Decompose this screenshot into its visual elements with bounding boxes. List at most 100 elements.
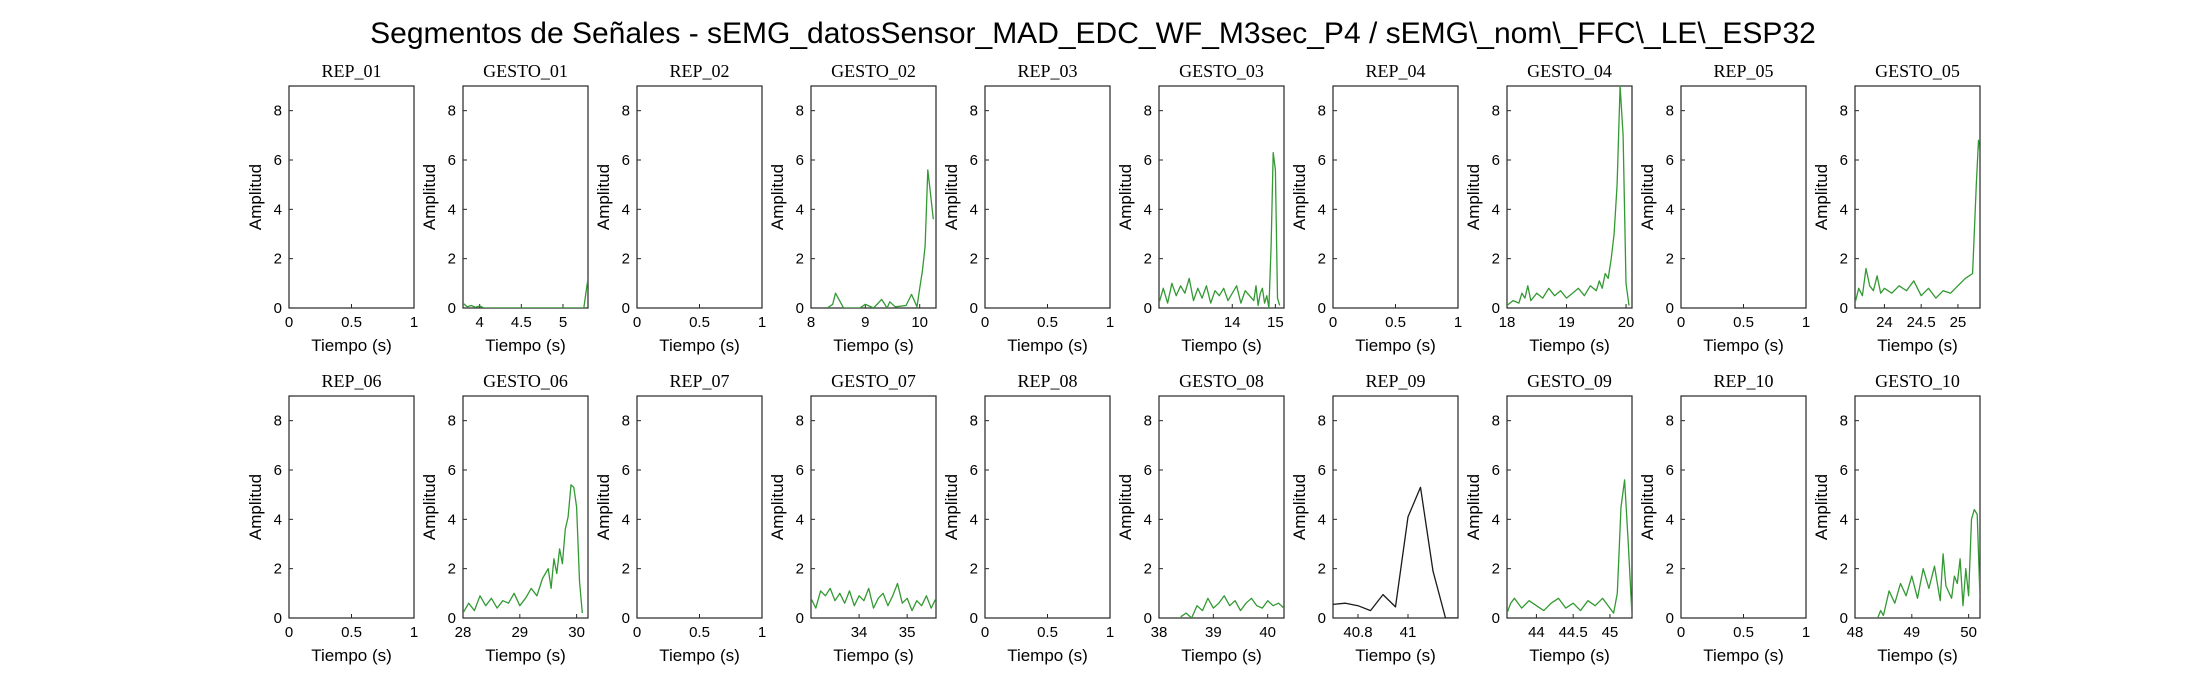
axes-box <box>1854 85 1981 309</box>
y-tick-label: 0 <box>1666 300 1674 317</box>
y-tick-label: 6 <box>1318 462 1326 479</box>
x-tick-label: 0.5 <box>1385 314 1406 331</box>
x-tick-label: 41 <box>1400 624 1417 641</box>
y-tick-label: 6 <box>1318 152 1326 169</box>
y-tick-label: 0 <box>796 610 804 627</box>
y-tick-label: 4 <box>796 201 804 218</box>
y-tick-label: 4 <box>1492 511 1500 528</box>
y-tick-label: 6 <box>1840 462 1848 479</box>
y-tick-label: 2 <box>970 251 978 268</box>
y-axis-label: Amplitud <box>420 164 439 230</box>
x-axis-label: Tiempo (s) <box>485 336 566 355</box>
y-tick-label: 0 <box>1318 610 1326 627</box>
subplot-title: GESTO_08 <box>1179 371 1264 391</box>
y-tick-label: 4 <box>448 201 456 218</box>
signal-line <box>463 484 583 614</box>
y-tick-label: 0 <box>448 610 456 627</box>
y-tick-label: 6 <box>1144 462 1152 479</box>
subplot-title: REP_03 <box>1017 61 1077 81</box>
subplot-gesto-09: GESTO_09 0 2 4 6 8 44 44.5 45 Tiempo (s) Amplitud <box>1464 371 1633 665</box>
subplot-title: GESTO_06 <box>483 371 568 391</box>
subplot-gesto-04: GESTO_04 0 2 4 6 8 18 19 20 Tiempo (s) Amplitud <box>1464 61 1634 355</box>
y-axis-label: Amplitud <box>942 164 961 230</box>
signal-line <box>1855 139 1980 304</box>
x-tick-label: 1 <box>1454 314 1462 331</box>
y-tick-label: 6 <box>448 462 456 479</box>
y-axis-label: Amplitud <box>1812 474 1831 540</box>
y-tick-label: 0 <box>1318 300 1326 317</box>
subplot-gesto-07: GESTO_07 0 2 4 6 8 34 35 Tiempo (s) Amplitud <box>768 371 937 665</box>
x-axis-label: Tiempo (s) <box>659 646 740 665</box>
x-axis-label: Tiempo (s) <box>1877 646 1958 665</box>
subplot-rep-01: REP_01 0 2 4 6 8 0 0.5 1 Tiempo (s) Amplitud <box>246 61 418 355</box>
y-tick-label: 2 <box>796 251 804 268</box>
subplot-title: GESTO_02 <box>831 61 916 81</box>
y-tick-label: 0 <box>448 300 456 317</box>
x-tick-label: 8 <box>807 314 815 331</box>
y-axis-label: Amplitud <box>768 474 787 540</box>
y-tick-label: 4 <box>274 511 282 528</box>
axes-box <box>1506 395 1633 619</box>
subplot-title: REP_08 <box>1017 371 1077 391</box>
y-tick-label: 2 <box>1666 561 1674 578</box>
y-tick-label: 2 <box>1144 561 1152 578</box>
y-tick-label: 8 <box>1492 413 1500 430</box>
x-tick-label: 20 <box>1618 314 1635 331</box>
signal-line <box>1877 508 1980 618</box>
subplot-title: REP_02 <box>669 61 729 81</box>
y-tick-label: 6 <box>1144 152 1152 169</box>
subplot-title: REP_01 <box>321 61 381 81</box>
y-tick-label: 8 <box>1318 413 1326 430</box>
figure-title: Segmentos de Señales - sEMG_datosSensor_… <box>370 17 1816 50</box>
subplot-title: REP_07 <box>669 371 729 391</box>
x-tick-label: 5 <box>559 314 567 331</box>
y-tick-label: 0 <box>970 610 978 627</box>
subplot-title: REP_09 <box>1365 371 1425 391</box>
subplot-rep-06: REP_06 0 2 4 6 8 0 0.5 1 Tiempo (s) Amplitud <box>246 371 418 665</box>
y-tick-label: 4 <box>1318 511 1326 528</box>
y-tick-label: 8 <box>622 103 630 120</box>
y-tick-label: 4 <box>274 201 282 218</box>
x-tick-label: 0.5 <box>1733 624 1754 641</box>
signal-line <box>1159 151 1281 308</box>
subplot-gesto-01: GESTO_01 0 2 4 6 8 4 4.5 5 Tiempo (s) Amplitud <box>420 61 589 355</box>
axes-box <box>810 395 937 619</box>
x-axis-label: Tiempo (s) <box>833 336 914 355</box>
axes-box <box>288 395 415 619</box>
x-axis-label: Tiempo (s) <box>1007 336 1088 355</box>
x-tick-label: 1 <box>758 624 766 641</box>
y-tick-label: 6 <box>448 152 456 169</box>
y-tick-label: 2 <box>1492 251 1500 268</box>
y-tick-label: 6 <box>796 152 804 169</box>
y-axis-label: Amplitud <box>1116 164 1135 230</box>
y-tick-label: 6 <box>970 462 978 479</box>
x-tick-label: 28 <box>455 624 472 641</box>
x-tick-label: 0 <box>285 314 293 331</box>
subplot-rep-04: REP_04 0 2 4 6 8 0 0.5 1 Tiempo (s) Amplitud <box>1290 61 1462 355</box>
y-tick-label: 0 <box>1144 610 1152 627</box>
y-tick-label: 4 <box>1492 201 1500 218</box>
x-tick-label: 48 <box>1847 624 1864 641</box>
x-tick-label: 24.5 <box>1907 314 1936 331</box>
subplot-title: GESTO_09 <box>1527 371 1612 391</box>
x-tick-label: 0 <box>981 624 989 641</box>
y-tick-label: 6 <box>1840 152 1848 169</box>
y-tick-label: 8 <box>1840 103 1848 120</box>
y-tick-label: 0 <box>274 610 282 627</box>
x-axis-label: Tiempo (s) <box>1529 336 1610 355</box>
y-tick-label: 2 <box>274 251 282 268</box>
y-tick-label: 6 <box>1666 152 1674 169</box>
axes-box <box>636 85 763 309</box>
subplot-rep-10: REP_10 0 2 4 6 8 0 0.5 1 Tiempo (s) Amplitud <box>1638 371 1810 665</box>
x-tick-label: 1 <box>1106 314 1114 331</box>
axes-box <box>1680 85 1807 309</box>
axes-box <box>1680 395 1807 619</box>
signal-line <box>1333 486 1458 618</box>
y-tick-label: 0 <box>1492 610 1500 627</box>
y-tick-label: 8 <box>622 413 630 430</box>
x-tick-label: 35 <box>899 624 916 641</box>
axes-box <box>636 395 763 619</box>
subplot-title: REP_04 <box>1365 61 1425 81</box>
